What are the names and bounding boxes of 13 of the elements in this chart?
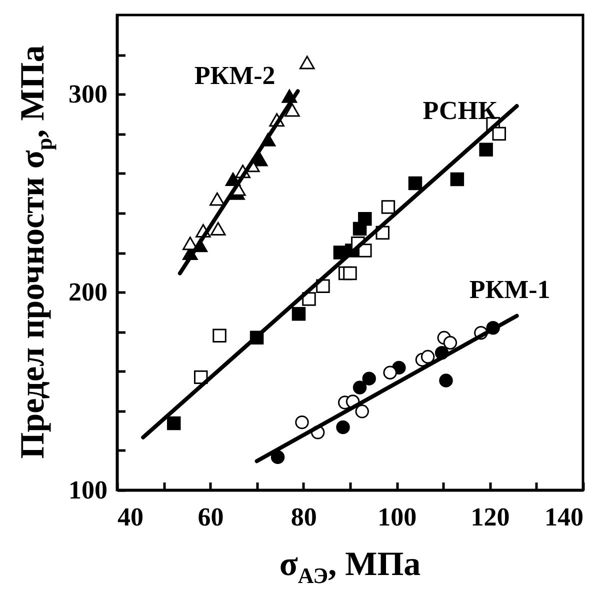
x-tick-label: 120 (470, 502, 510, 532)
series-label: РСНК (422, 96, 497, 126)
series-label: РКМ-2 (194, 61, 276, 90)
x-tick-label: 40 (118, 502, 144, 532)
x-tick-label: 140 (544, 502, 584, 532)
x-tick-label: 80 (290, 502, 317, 532)
series-label: РКМ-1 (469, 274, 550, 304)
y-tick-label: 200 (68, 278, 108, 307)
y-tick-label: 300 (68, 80, 108, 109)
x-axis-title: σ$_{АЭ}$, МПа (279, 546, 421, 588)
y-tick-label: 100 (68, 476, 108, 504)
x-tick-label: 60 (198, 502, 224, 532)
x-tick-label: 100 (378, 502, 417, 532)
